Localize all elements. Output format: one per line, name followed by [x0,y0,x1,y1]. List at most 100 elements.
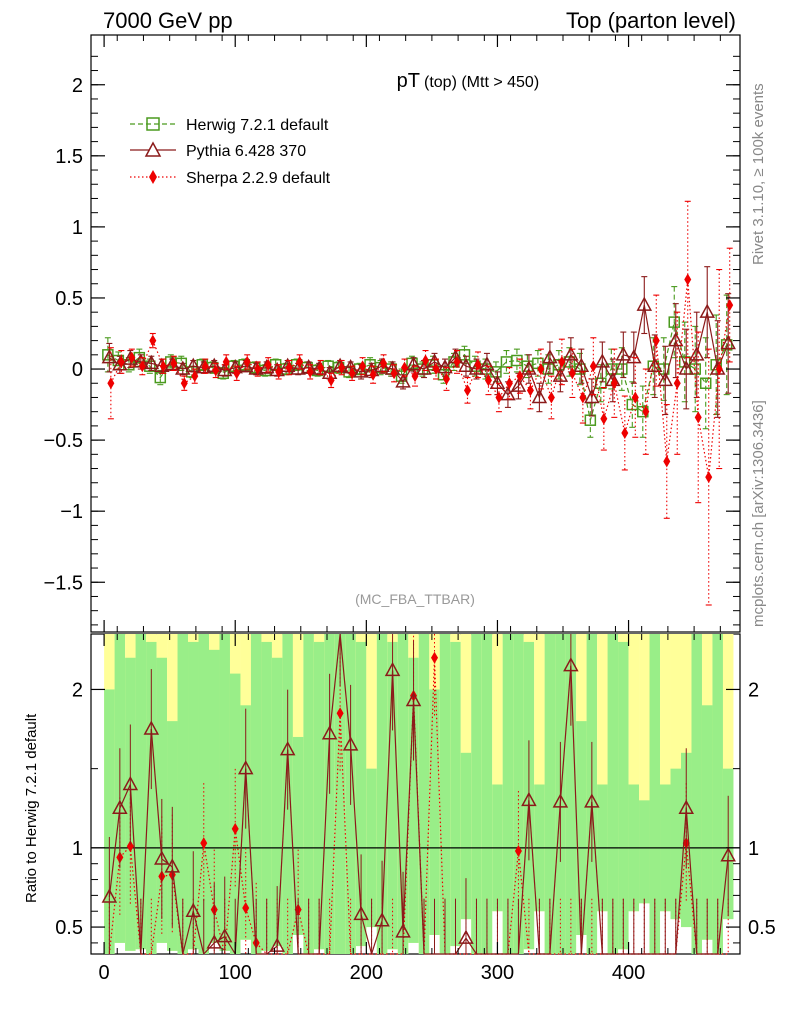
ratio-point-sherpa [431,651,439,664]
data-point-pythia [175,360,191,375]
ratio-pythia-segment [224,936,236,955]
ratio-band-inner [397,634,409,954]
ratio-band-inner [691,634,702,954]
data-point-pythia [720,334,736,350]
data-point-sherpa [275,365,283,378]
data-point-sherpa [128,351,136,364]
ratio-point-pythia [384,661,401,677]
ratio-pythia-segment [528,800,540,955]
ratio-band-inner [376,634,388,954]
ratio-ytick-label: 2 [72,679,83,701]
ratio-point-pythia [584,793,600,808]
data-point-sherpa [484,374,492,387]
ratio-band-inner [303,634,314,954]
ratio-point-pythia [405,691,422,707]
ratio-band-inner [544,634,556,954]
ratio-pythia-segment [402,700,415,932]
main-ytick-label: −1.5 [44,572,83,594]
data-point-sherpa [505,377,513,390]
main-panel-frame [90,34,741,633]
ratio-point-pythia [154,850,170,865]
data-point-pythia [458,357,474,372]
data-point-sherpa [296,355,304,368]
ratio-point-pythia [353,905,369,921]
data-point-sherpa [526,384,534,397]
ratio-band-inner [670,768,681,920]
data-point-sherpa [432,363,440,376]
ratio-band-inner [271,657,283,947]
ratio-pythia-segment [150,729,163,859]
legend-label-herwig: Herwig 7.2.1 default [186,117,329,134]
data-point-sherpa [589,360,597,373]
ratio-band-inner [607,634,619,954]
mcplots-label: mcplots.cern.ch [arXiv:1306.3436] [750,400,767,627]
ratio-uncertainty-bands [104,634,734,954]
xtick-label: 300 [481,962,514,984]
ratio-ytick-label-right: 2 [748,679,759,701]
data-point-sherpa [401,361,409,374]
data-point-herwig [668,316,681,328]
legend-label-pythia: Pythia 6.428 370 [186,143,306,160]
ratio-pythia-segment [350,744,362,915]
ratio-band-inner [429,689,440,935]
ratio-band-inner [177,634,189,954]
ratio-point-sherpa [242,902,250,915]
data-point-sherpa [673,377,681,390]
data-point-pythia [678,360,695,375]
data-point-sherpa [684,273,692,286]
xtick-label: 200 [350,962,383,984]
ratio-point-pythia [112,799,128,815]
ratio-band-inner [649,634,661,954]
data-point-sherpa [222,355,230,368]
ratio-band-inner [261,641,272,951]
ratio-pythia-segment [140,729,152,955]
ratio-point-pythia [720,847,736,862]
ratio-pythia-segment [245,768,257,955]
data-point-pythia [521,360,537,375]
data-point-sherpa [610,377,618,390]
data-point-sherpa [243,355,251,368]
ratio-pythia-segment [391,670,404,932]
data-point-herwig [678,356,691,368]
legend-marker-sherpa [149,170,157,184]
data-point-sherpa [264,358,272,371]
data-point-sherpa [359,360,367,373]
data-point-sherpa [663,455,671,468]
ratio-point-sherpa [200,837,208,850]
ratio-point-pythia [279,741,296,756]
data-point-sherpa [652,334,660,347]
ratio-pythia-segment [360,914,373,955]
data-point-sherpa [568,367,576,380]
ratio-band-outer [597,634,608,912]
ratio-point-pythia [101,888,118,903]
ratio-band-outer [492,634,503,912]
data-point-sherpa [306,365,314,378]
xtick-label: 0 [99,962,110,984]
plot-title-main: pT [397,70,420,92]
ratio-sherpa-segment [171,874,184,955]
data-point-pythia [636,296,653,311]
data-point-pythia [615,346,632,361]
data-point-pythia [542,349,558,364]
data-point-pythia [479,356,495,371]
main-ytick-label: 0 [72,359,83,381]
ratio-sherpa-segment [192,843,205,955]
ratio-point-pythia [552,793,569,808]
series-line-2 [110,279,731,478]
main-ytick-label: −0.5 [44,430,83,452]
ratio-sherpa-segment [329,713,341,955]
data-point-pythia [237,357,254,372]
main-ytick-label: 1.5 [55,146,83,168]
ratio-point-pythia [269,937,285,952]
ratio-band-inner [481,634,493,954]
ratio-ytick-label-right: 0.5 [748,917,776,939]
data-point-pythia [584,388,600,404]
ratio-point-pythia [374,912,390,927]
ratio-sherpa-segment [517,850,530,955]
analysis-name: (MC_FBA_TTBAR) [355,591,475,607]
data-point-sherpa [495,391,503,404]
data-point-sherpa [715,363,723,376]
data-point-pythia [563,346,579,361]
ratio-point-pythia [185,902,202,917]
ratio-pythia-segment [570,665,582,955]
